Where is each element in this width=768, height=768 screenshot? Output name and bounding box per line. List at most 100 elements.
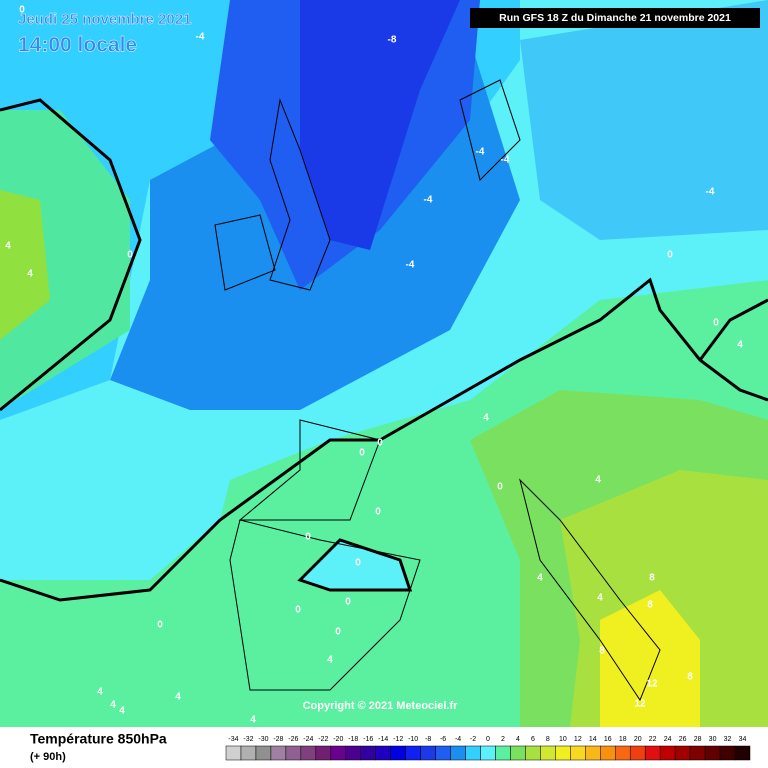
legend-tick-label: 6	[531, 736, 535, 743]
legend-swatch	[285, 745, 302, 761]
legend-tick-label: -12	[393, 736, 403, 743]
contour-label: 4	[175, 692, 181, 703]
legend-tick-label: 2	[501, 736, 505, 743]
legend-tick-label: 16	[604, 736, 612, 743]
legend-tick-label: -32	[243, 736, 253, 743]
warm-zone	[600, 590, 700, 727]
legend-tick-label: -4	[455, 736, 461, 743]
legend-swatch	[600, 745, 616, 761]
forecast-date: Jeudi 25 novembre 2021	[18, 11, 191, 28]
legend-swatch	[300, 745, 317, 761]
contour-line	[379, 277, 768, 442]
legend-tick-label: 24	[664, 736, 672, 743]
legend-swatch	[480, 745, 496, 761]
contour-label: 4	[27, 269, 33, 280]
contour-label: -4	[706, 187, 715, 198]
legend-tick-label: 18	[619, 736, 627, 743]
contour-label: -4	[501, 155, 510, 166]
contour-label: 0	[355, 558, 361, 569]
legend-swatch	[315, 745, 332, 761]
contour-label: -4	[196, 32, 205, 43]
legend-tick-label: -26	[288, 736, 298, 743]
cold-zone	[300, 0, 460, 250]
legend-swatch	[255, 745, 272, 761]
legend-swatch	[375, 745, 391, 761]
legend-swatch	[495, 745, 511, 761]
legend-tick-label: -6	[440, 736, 446, 743]
legend-tick-label: 22	[649, 736, 657, 743]
legend-tick-label: -24	[303, 736, 313, 743]
contour-label: 0	[127, 250, 133, 261]
contour-line	[698, 298, 768, 361]
legend-swatch	[674, 745, 691, 761]
contour-label: 4	[537, 573, 543, 584]
legend-swatch	[689, 745, 706, 761]
contour-label: 0	[19, 5, 25, 16]
legend-swatch	[540, 745, 556, 761]
contour-line	[0, 98, 142, 412]
contour-label: 4	[483, 413, 489, 424]
legend-tick-label: -16	[363, 736, 373, 743]
contour-label: 8	[649, 573, 655, 584]
legend-tick-label: 28	[694, 736, 702, 743]
contour-label: 0	[359, 448, 365, 459]
contour-lines	[0, 98, 768, 602]
coastline	[229, 519, 421, 691]
contour-line	[0, 438, 380, 602]
contour-label: 4	[737, 340, 743, 351]
legend-tick-label: -8	[425, 736, 431, 743]
legend-swatch	[644, 745, 661, 761]
warm-zone	[0, 190, 50, 340]
legend-tick-label: 0	[486, 736, 490, 743]
footer-subtitle: (+ 90h)	[30, 751, 66, 763]
legend-swatch	[629, 745, 646, 761]
legend-swatch	[405, 745, 421, 761]
legend-swatch	[585, 745, 601, 761]
legend-swatch	[390, 745, 406, 761]
contour-label: 4	[250, 715, 256, 726]
legend-tick-label: -10	[408, 736, 418, 743]
legend-swatch	[345, 745, 361, 761]
contour-label: 0	[335, 627, 341, 638]
contour-label: 0	[295, 605, 301, 616]
legend-tick-label: -14	[378, 736, 388, 743]
run-box	[470, 8, 760, 28]
legend-tick-label: -22	[318, 736, 328, 743]
cold-zone	[520, 0, 768, 240]
legend-tick-label: -20	[333, 736, 343, 743]
copyright: Copyright © 2021 Meteociel.fr	[303, 700, 459, 712]
contour-label: 4	[595, 475, 601, 486]
legend-swatch	[659, 745, 676, 761]
contour-label: 4	[597, 593, 603, 604]
legend-swatch	[465, 745, 481, 761]
legend-swatch	[525, 745, 541, 761]
legend-tick-label: 34	[739, 736, 747, 743]
contour-label: 0	[157, 620, 163, 631]
contour-label: 0	[667, 250, 673, 261]
contour-label: -4	[424, 195, 433, 206]
contour-label: 4	[327, 655, 333, 666]
legend-swatch	[510, 745, 526, 761]
legend-tick-label: -30	[258, 736, 268, 743]
coastline	[459, 79, 521, 181]
legend-swatch	[240, 745, 257, 761]
contour-label: 4	[5, 241, 11, 252]
legend-swatch	[734, 745, 751, 761]
contour-label: 8	[687, 672, 693, 683]
legend-tick-label: 26	[679, 736, 687, 743]
legend-swatch	[225, 745, 242, 761]
coastline	[519, 478, 661, 702]
legend-tick-label: -2	[470, 736, 476, 743]
legend-swatch	[330, 745, 347, 761]
legend-swatch	[435, 745, 451, 761]
legend-tick-label: 20	[634, 736, 642, 743]
forecast-time: 14:00 locale	[18, 34, 137, 57]
contour-label: 0	[377, 438, 383, 449]
contour-label: 0	[375, 507, 381, 518]
contour-label: 4	[119, 706, 125, 717]
contour-label: 0	[305, 532, 311, 543]
contour-line	[297, 538, 413, 592]
legend-swatch	[719, 745, 736, 761]
contour-label: 8	[599, 646, 605, 657]
